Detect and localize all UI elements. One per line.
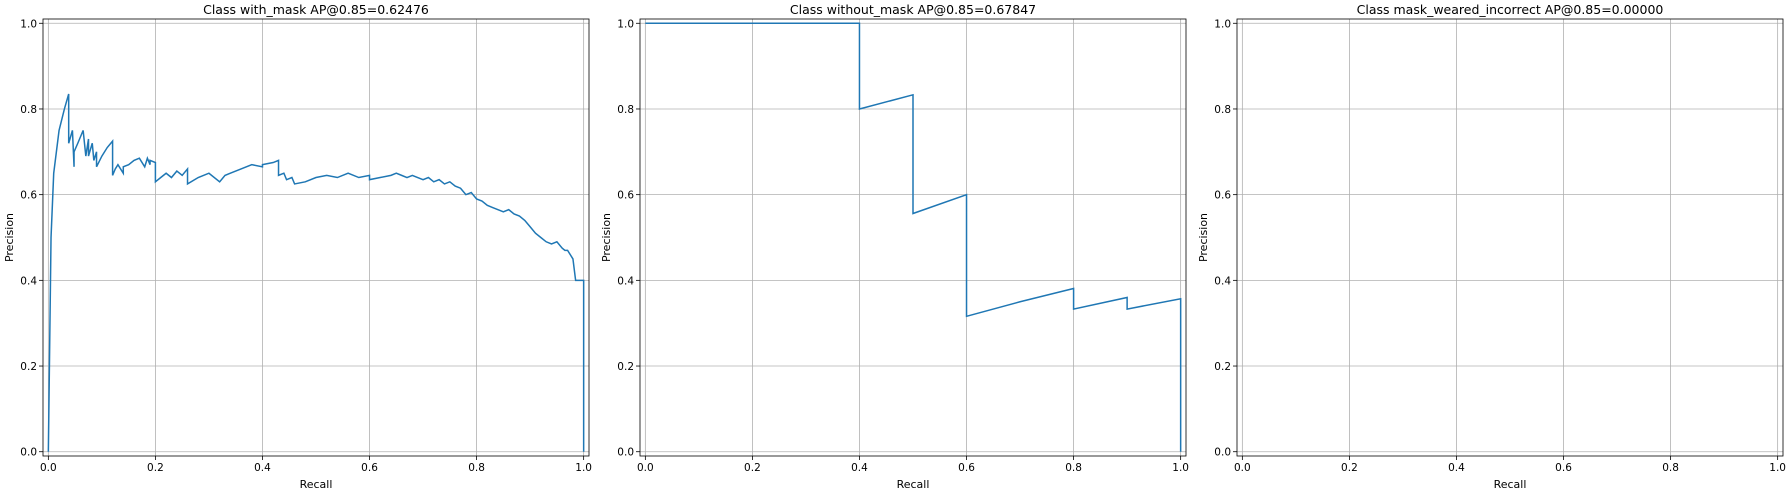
plot-frame <box>42 18 590 457</box>
chart-title: Class mask_weared_incorrect AP@0.85=0.00… <box>1357 2 1664 17</box>
series-line-1 <box>47 93 585 452</box>
y-axis-label: Precision <box>3 213 16 262</box>
x-tick-label: 0.4 <box>851 462 868 474</box>
x-tick-label: 0.0 <box>40 462 57 474</box>
chart-title: Class with_mask AP@0.85=0.62476 <box>203 2 429 17</box>
x-tick-label: 1.0 <box>575 462 592 474</box>
y-tick-label: 0.4 <box>20 275 37 287</box>
x-tick-label: 0.4 <box>1448 462 1465 474</box>
x-tick-label: 0.4 <box>254 462 271 474</box>
x-tick-label: 0.6 <box>1555 462 1572 474</box>
x-tick-label: 0.6 <box>361 462 378 474</box>
x-axis-label: Recall <box>300 478 333 491</box>
x-tick-label: 0.0 <box>1234 462 1251 474</box>
y-tick-label: 0.6 <box>1214 190 1231 202</box>
series-line-1 <box>645 22 1182 452</box>
x-tick-label: 0.8 <box>1065 462 1082 474</box>
y-tick-label: 0.0 <box>617 447 634 459</box>
x-tick-label: 0.8 <box>1662 462 1679 474</box>
y-axis-label: Precision <box>1197 213 1210 262</box>
x-tick-label: 0.2 <box>147 462 164 474</box>
x-tick-label: 1.0 <box>1769 462 1786 474</box>
plot-frame <box>639 18 1187 457</box>
x-tick-label: 0.2 <box>1341 462 1358 474</box>
y-tick-label: 0.6 <box>20 190 37 202</box>
y-tick-label: 0.4 <box>1214 275 1231 287</box>
y-tick-label: 0.2 <box>1214 361 1231 373</box>
chart-title: Class without_mask AP@0.85=0.67847 <box>790 2 1036 17</box>
x-tick-label: 0.6 <box>958 462 975 474</box>
y-tick-label: 0.0 <box>20 447 37 459</box>
y-tick-label: 0.6 <box>617 190 634 202</box>
x-axis-label: Recall <box>1494 478 1527 491</box>
y-tick-label: 0.8 <box>1214 104 1231 116</box>
y-tick-label: 0.2 <box>20 361 37 373</box>
x-tick-label: 0.0 <box>637 462 654 474</box>
x-tick-label: 0.2 <box>744 462 761 474</box>
subplot-1: 0.0 0.2 0.4 0.6 0.8 1.0 0.0 0.2 0.4 0.6 0.8 1.0 Clas… <box>3 2 592 491</box>
y-tick-label: 1.0 <box>617 18 634 30</box>
y-tick-label: 0.8 <box>617 104 634 116</box>
y-tick-label: 0.8 <box>20 104 37 116</box>
y-tick-label: 1.0 <box>20 18 37 30</box>
y-axis-label: Precision <box>600 213 613 262</box>
y-tick-label: 0.4 <box>617 275 634 287</box>
y-tick-label: 0.2 <box>617 361 634 373</box>
plot-frame <box>1236 18 1784 457</box>
y-tick-label: 0.0 <box>1214 447 1231 459</box>
subplot-3: 0.0 0.2 0.4 0.6 0.8 1.0 0.0 0.2 0.4 0.6 0.8 1.0 Clas… <box>1197 2 1786 491</box>
x-tick-label: 0.8 <box>468 462 485 474</box>
y-tick-label: 1.0 <box>1214 18 1231 30</box>
x-axis-label: Recall <box>897 478 930 491</box>
subplot-2: 0.0 0.2 0.4 0.6 0.8 1.0 0.0 0.2 0.4 0.6 0.8 1.0 Clas… <box>600 2 1189 491</box>
x-tick-label: 1.0 <box>1172 462 1189 474</box>
